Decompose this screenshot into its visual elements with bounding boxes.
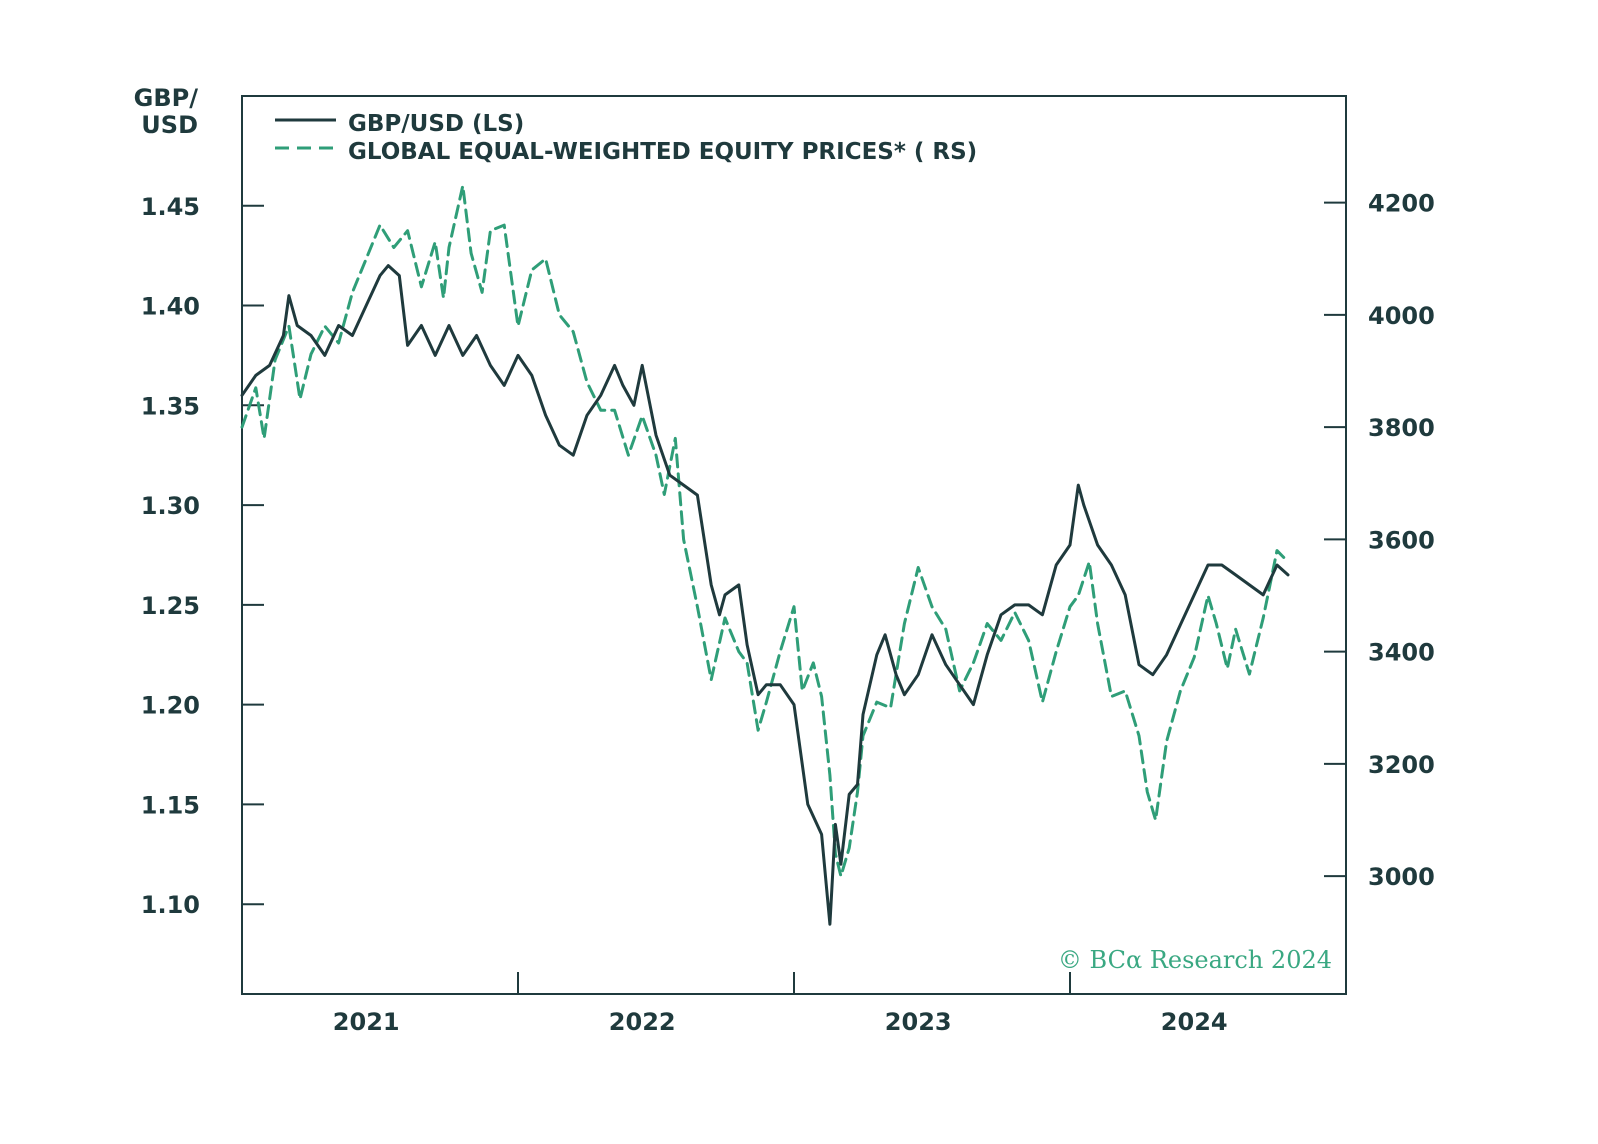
x-axis-year-label: 2024	[1161, 1008, 1228, 1036]
right-axis-tick-label: 3600	[1368, 526, 1435, 554]
legend-label-gbpusd: GBP/USD (LS)	[348, 111, 524, 137]
left-axis-title-line1: GBP/	[134, 84, 199, 112]
right-axis-tick-label: 3200	[1368, 751, 1435, 779]
x-axis: 2021 2022 2023 2024	[333, 972, 1228, 1036]
x-axis-year-label: 2022	[609, 1008, 676, 1036]
left-axis: 1.45 1.40 1.35 1.30 1.25 1.20 1.15 1.10	[141, 193, 264, 919]
legend-label-equity: GLOBAL EQUAL-WEIGHTED EQUITY PRICES* ( R…	[348, 139, 977, 165]
credit-text: © BCα Research 2024	[1058, 946, 1332, 974]
left-axis-tick-label: 1.30	[141, 492, 200, 520]
left-axis-tick-label: 1.15	[141, 791, 200, 819]
right-axis-tick-label: 3800	[1368, 414, 1435, 442]
series-line-gbpusd	[240, 264, 1290, 926]
right-axis-tick-label: 4200	[1368, 190, 1435, 218]
x-axis-year-label: 2021	[333, 1008, 400, 1036]
series-layer	[240, 184, 1290, 926]
left-axis-title-line2: USD	[141, 111, 198, 139]
right-axis-tick-label: 3400	[1368, 639, 1435, 667]
legend: GBP/USD (LS) GLOBAL EQUAL-WEIGHTED EQUIT…	[275, 111, 977, 165]
left-axis-tick-label: 1.40	[141, 293, 200, 321]
x-axis-year-label: 2023	[885, 1008, 952, 1036]
left-axis-tick-label: 1.45	[141, 193, 200, 221]
left-axis-tick-label: 1.35	[141, 392, 200, 420]
series-line-equity	[240, 184, 1290, 878]
left-axis-tick-label: 1.10	[141, 891, 200, 919]
right-axis-tick-label: 3000	[1368, 863, 1435, 891]
right-axis: 4200 4000 3800 3600 3400 3200 3000	[1324, 190, 1435, 891]
left-axis-tick-label: 1.25	[141, 592, 200, 620]
right-axis-tick-label: 4000	[1368, 302, 1435, 330]
left-axis-tick-label: 1.20	[141, 692, 200, 720]
